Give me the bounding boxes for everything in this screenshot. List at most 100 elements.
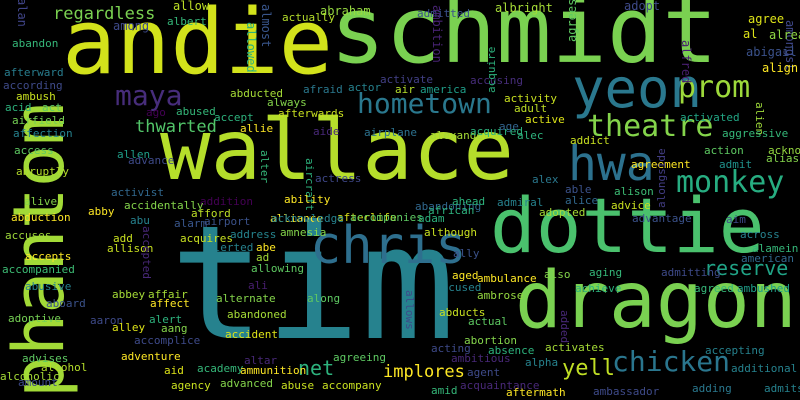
word-159: affect: [150, 297, 190, 310]
word-109: ahead: [452, 195, 486, 208]
word-162: alert: [149, 313, 183, 326]
word-156: affair: [148, 288, 188, 301]
word-57: abusive: [25, 280, 72, 293]
word-187: agency: [171, 379, 211, 392]
word-112: advice: [611, 199, 651, 212]
word-189: abuse: [281, 379, 315, 392]
word-158: along: [307, 292, 341, 305]
word-119: african: [428, 204, 475, 217]
word-194: ambassador: [593, 385, 660, 398]
word-120: alliance: [270, 212, 323, 225]
word-102: alice: [565, 194, 599, 207]
word-126: adam: [418, 212, 445, 225]
word-47: acid: [5, 101, 32, 114]
word-14: maya: [115, 79, 183, 112]
word-191: acquaintance: [460, 379, 540, 392]
word-37: alfred: [679, 40, 693, 84]
word-138: alerted: [207, 241, 254, 254]
word-151: agreed: [694, 282, 734, 295]
word-62: alcoholic: [0, 370, 60, 383]
word-148: ali: [248, 279, 268, 292]
word-25: admitted: [417, 7, 470, 20]
word-11: theatre: [587, 109, 714, 144]
word-167: added: [558, 310, 571, 344]
word-73: activate: [380, 73, 433, 86]
word-15: chicken: [612, 345, 731, 378]
word-181: aid: [164, 364, 184, 377]
word-95: allen: [117, 148, 151, 161]
word-53: abduction: [11, 211, 71, 224]
word-185: adding: [692, 382, 732, 395]
word-60: advises: [22, 352, 69, 365]
word-182: academy: [197, 362, 244, 375]
word-31: among: [113, 19, 150, 33]
word-50: access: [14, 144, 54, 157]
word-161: alley: [112, 321, 146, 334]
word-150: achieve: [575, 282, 622, 295]
word-84: airplane: [364, 126, 417, 139]
word-1: schmidt: [330, 0, 718, 84]
word-56: accompanied: [2, 263, 75, 276]
word-160: aaron: [90, 314, 124, 327]
word-64: ago: [146, 106, 166, 119]
word-63: amount: [18, 376, 58, 389]
word-108: abandoning: [415, 200, 482, 213]
word-133: accepted: [140, 226, 153, 279]
word-36: agrees: [565, 0, 579, 42]
word-46: act: [42, 101, 62, 114]
word-75: activity: [504, 92, 557, 105]
word-4: dottie: [490, 181, 765, 270]
word-86: acquired: [470, 125, 523, 138]
word-74: accusing: [470, 74, 523, 87]
word-166: actual: [468, 315, 508, 328]
word-32: almost: [259, 4, 273, 48]
word-43: afterward: [4, 66, 64, 79]
word-34: ambition: [430, 5, 444, 63]
word-7: chris: [310, 216, 467, 276]
word-88: alec: [517, 129, 544, 142]
word-58: aboard: [46, 297, 86, 310]
word-183: ammunition: [240, 364, 307, 377]
word-155: abbey: [112, 288, 146, 301]
word-77: adult: [514, 102, 548, 115]
word-93: admit: [719, 158, 753, 171]
word-174: accepting: [705, 344, 765, 357]
word-65: abused: [176, 105, 216, 118]
word-153: allows: [403, 290, 416, 330]
word-164: abandoned: [227, 308, 287, 321]
word-145: also: [544, 268, 571, 281]
word-67: abducted: [230, 87, 283, 100]
word-123: airport: [204, 215, 251, 228]
word-115: accidentally: [124, 199, 204, 212]
word-78: active: [525, 113, 565, 126]
word-26: adopt: [624, 0, 661, 13]
word-19: yell: [562, 356, 615, 381]
word-118: afterlife: [337, 211, 397, 224]
word-33: allowed: [244, 22, 258, 73]
word-59: adoptive: [8, 312, 61, 325]
word-103: alison: [614, 185, 654, 198]
word-13: hometown: [357, 87, 492, 120]
word-17: thwarted: [135, 117, 217, 137]
word-9: hwa: [568, 136, 655, 192]
word-85: alexander: [430, 129, 490, 142]
word-179: agreeing: [333, 351, 386, 364]
word-97: alter: [258, 150, 271, 184]
word-137: although: [424, 226, 477, 239]
word-190: accompany: [322, 379, 382, 392]
word-122: alarm: [174, 217, 208, 230]
word-104: agreement: [631, 158, 691, 171]
word-5: dragon: [515, 256, 797, 346]
word-178: altar: [244, 354, 278, 367]
word-193: aftermath: [506, 386, 566, 399]
word-100: alex: [532, 173, 559, 186]
word-21: regardless: [53, 4, 156, 24]
word-28: allow: [173, 0, 210, 13]
word-42: abandon: [12, 37, 59, 50]
word-39: abigail: [746, 45, 797, 59]
word-61: alcohol: [41, 361, 88, 374]
word-40: already: [769, 28, 800, 42]
word-38: al: [743, 27, 758, 41]
word-157: alternate: [216, 292, 276, 305]
word-55: accepts: [25, 250, 72, 263]
